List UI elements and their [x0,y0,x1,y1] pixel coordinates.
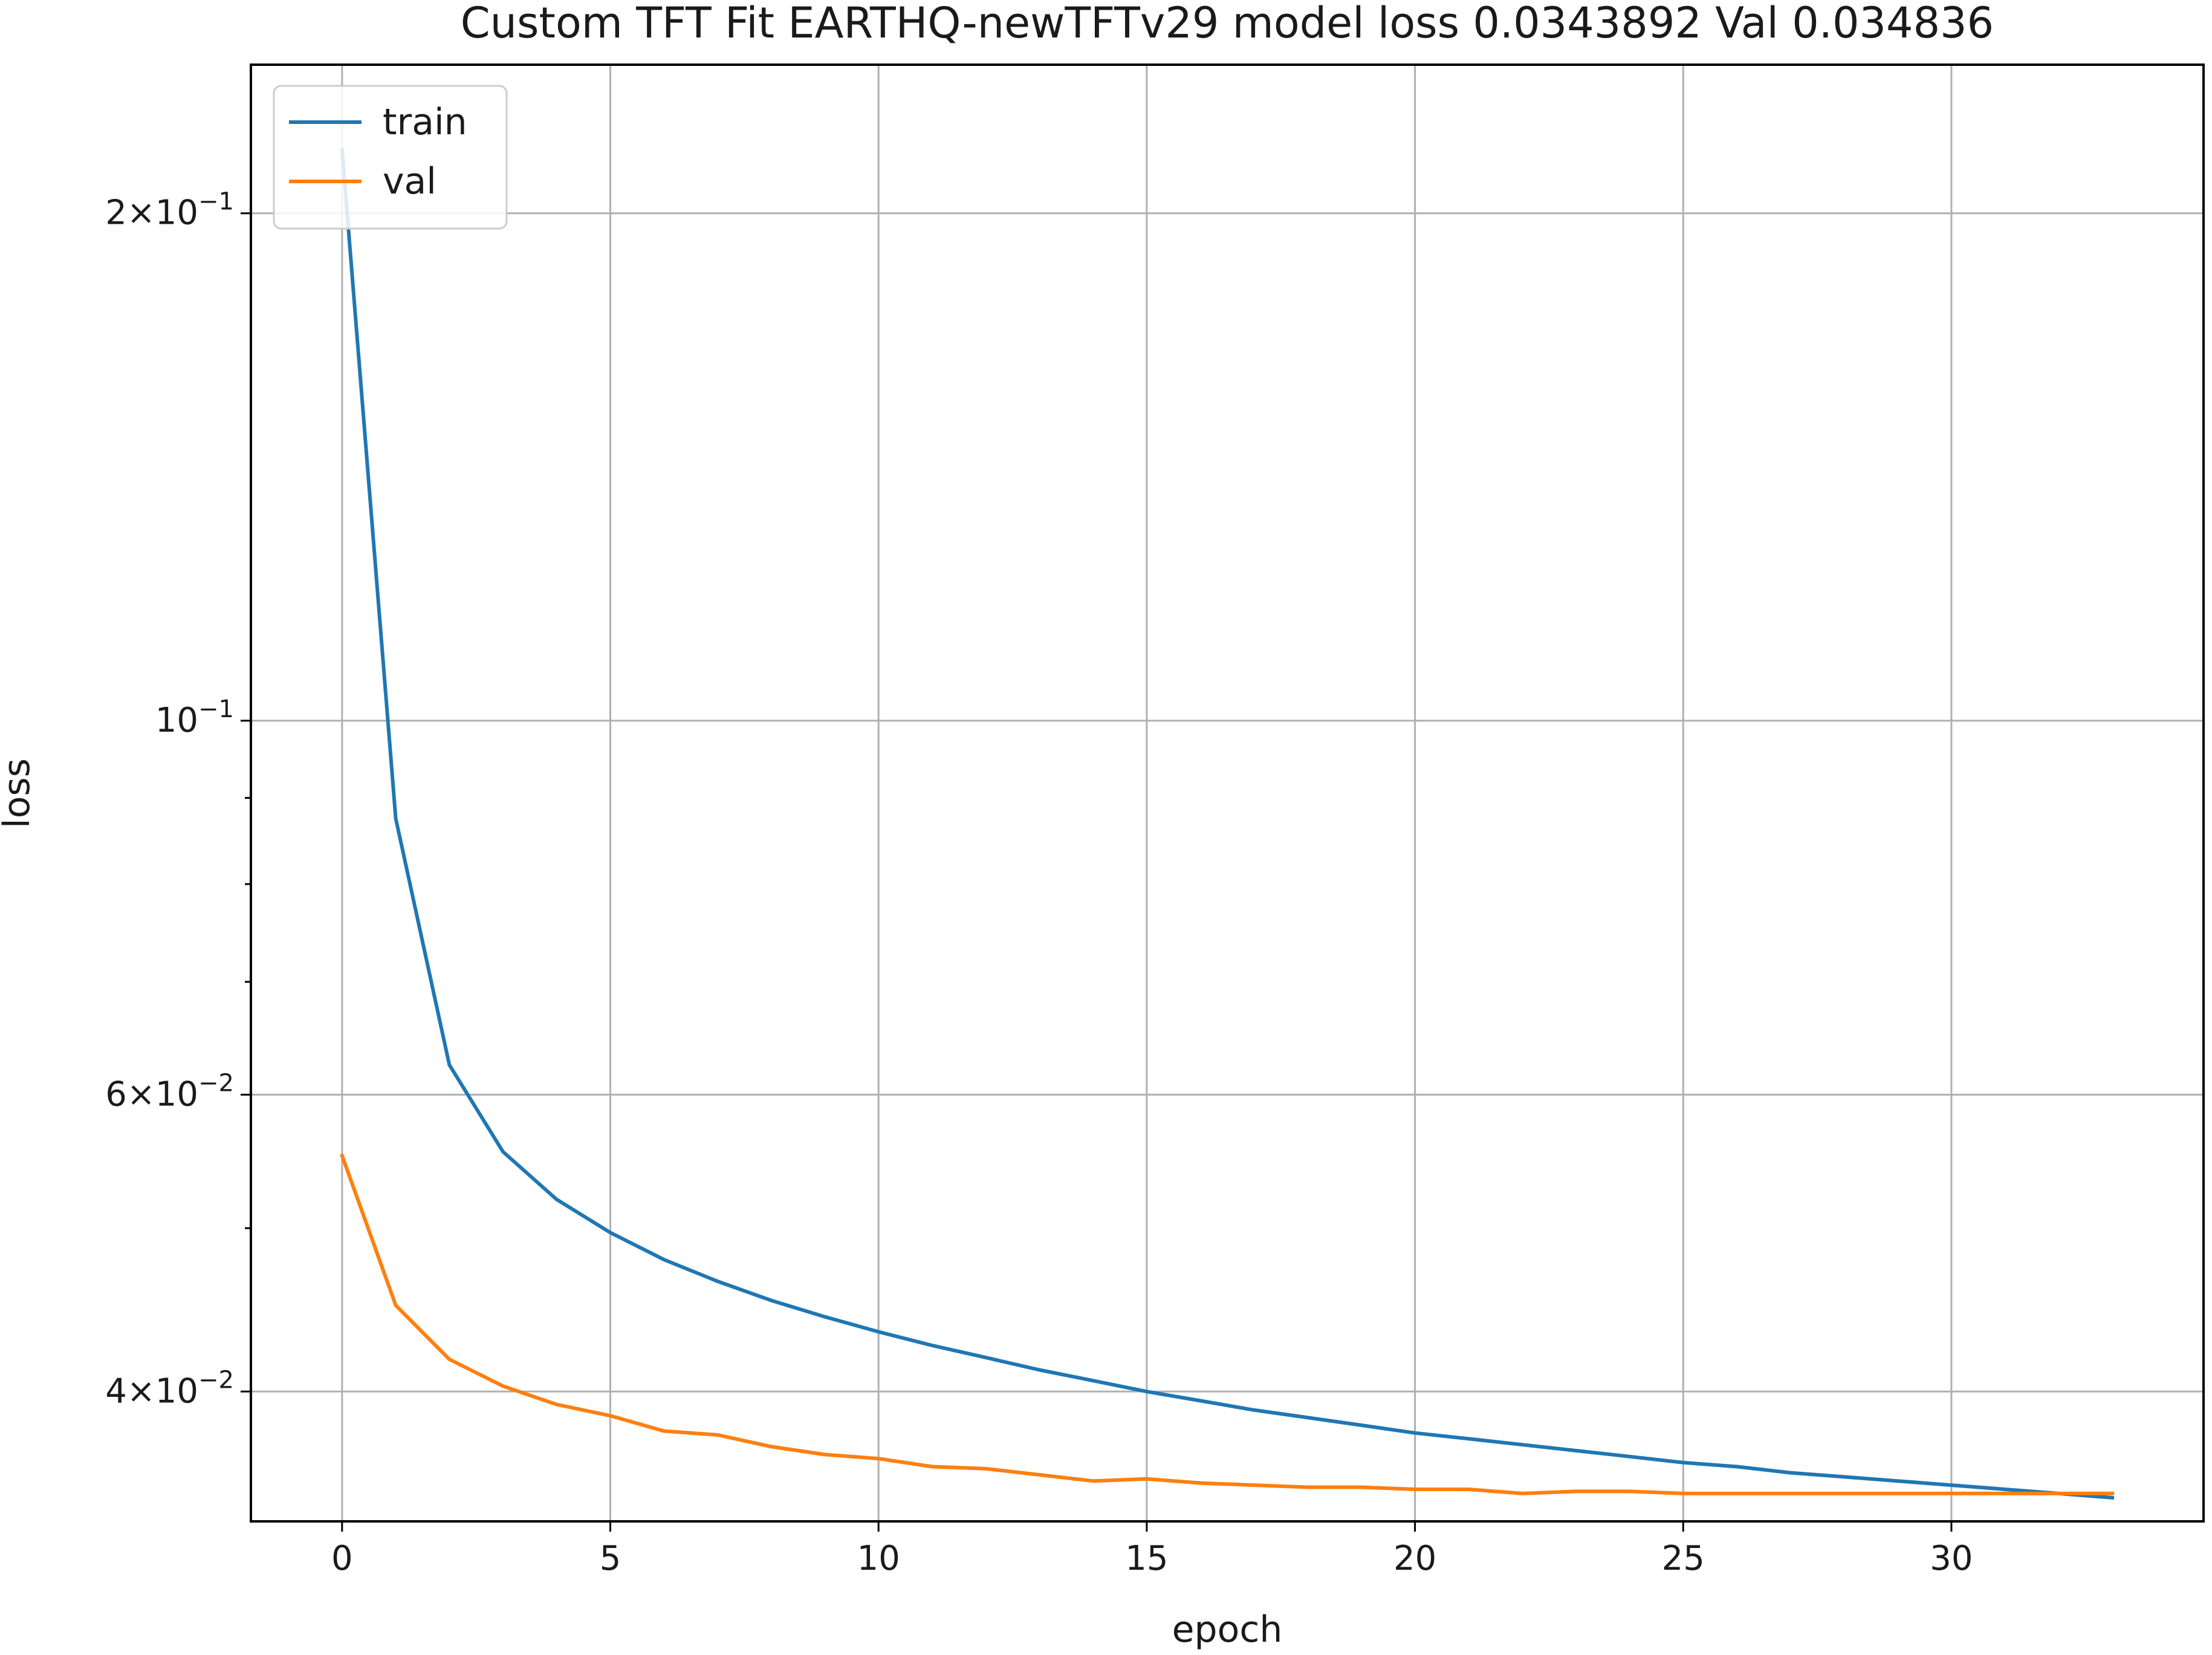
x-tick-label: 0 [331,1539,353,1578]
x-tick-label: 10 [857,1539,900,1578]
series-line-train [340,148,2115,1500]
x-tick-label: 30 [1930,1539,1973,1578]
y-axis-title: loss [0,758,38,828]
legend: train val [273,85,508,230]
x-tick-label: 5 [600,1539,621,1578]
axis-ticks: 0 5 10 15 20 25 30 2×10−1 10−1 6×10−2 4×10−2 [105,188,1973,1578]
x-axis-title: epoch [1172,1608,1283,1651]
plot-area-frame [250,63,2205,1523]
grid-lines [251,65,2204,1521]
chart-title: Custom TFT Fit EARTHQ-newTFTv29 model lo… [461,0,1994,48]
legend-label-train: train [383,101,467,143]
y-tick-label: 10−1 [155,695,234,740]
y-tick-label: 2×10−1 [105,188,234,233]
series-line-val [340,1153,2115,1495]
legend-label-val: val [383,160,436,203]
y-tick-label: 4×10−2 [105,1366,234,1411]
x-tick-label: 15 [1125,1539,1168,1578]
y-tick-label: 6×10−2 [105,1069,234,1114]
series-lines [340,148,2115,1500]
x-tick-label: 25 [1662,1539,1705,1578]
x-tick-label: 20 [1393,1539,1436,1578]
